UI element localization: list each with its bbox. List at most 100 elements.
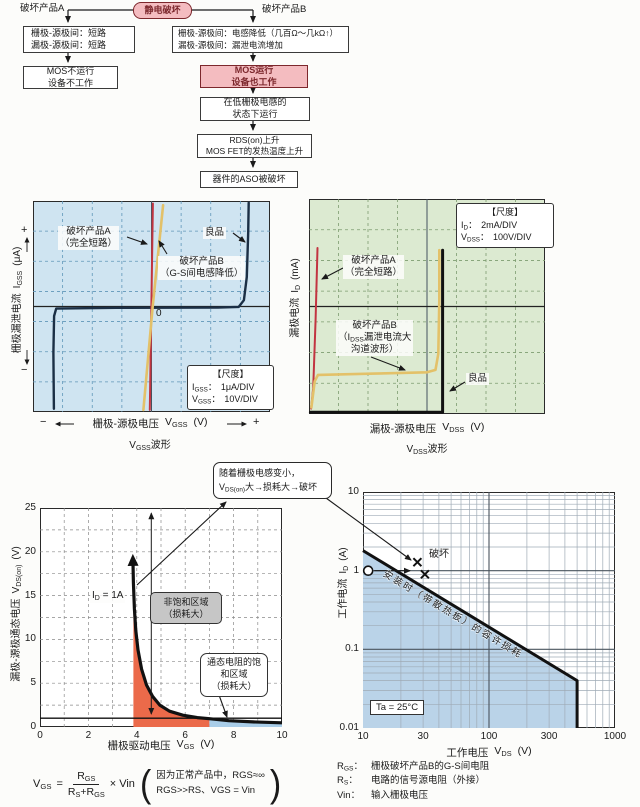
dss-scale-box: 【尺度】 ID： 2mA/DIV VDSS： 100V/DIV xyxy=(456,203,554,249)
gss-label-product-b-l2: （G-S间电感降低） xyxy=(160,267,244,279)
formula-note1: 因为正常产品中，RGS≈∞ xyxy=(156,770,265,782)
box-a1: 栅极-源极间：短路 漏极-源极间：短路 xyxy=(23,26,135,53)
saturation-l3: （损耗大） xyxy=(211,680,257,691)
gss-y-axis-label: 栅极漏泄电流IGSS(μA) xyxy=(12,246,24,354)
gss-zero-label: 0 xyxy=(156,308,162,319)
dss-x-axis-label: 漏极-源极电压 VDSS (V) xyxy=(369,421,485,435)
saturation-label-box: 通态电阻的饱 和区域 （损耗大） xyxy=(200,653,268,697)
dss-label-product-b-l2: （IDSS漏泄电流大 xyxy=(338,331,412,344)
box-b4-line1: RDS(on)上升 xyxy=(229,134,280,145)
box-b4-line2: MOS FET的发热温度上升 xyxy=(205,146,304,156)
tick-label: 100 xyxy=(480,731,498,742)
tick-label: 30 xyxy=(417,731,429,742)
saturation-l2: 和区域 xyxy=(220,669,248,680)
dss-y-axis-label: 漏极电流ID(mA) xyxy=(290,258,302,338)
dss-label-product-b-l1: 破坏产品B xyxy=(352,320,397,331)
id-1a-label: ID = 1A xyxy=(90,590,126,603)
gss-x-axis-label: 栅极-源极电压 VGSS (V) xyxy=(92,416,208,430)
soa-plot-area xyxy=(363,492,615,728)
tick-label: 10 xyxy=(276,730,288,741)
callout-line1: 随着栅极电感变小， xyxy=(219,468,301,478)
scale-title: 【尺度】 xyxy=(486,207,523,217)
branch-a-label: 破坏产品A xyxy=(20,3,65,14)
box-b2-line2: 设备也工作 xyxy=(231,76,277,87)
box-b3: 在低栅极电感的 状态下运行 xyxy=(200,97,310,121)
dss-label-product-a-l1: 破坏产品A xyxy=(351,255,396,266)
non-saturation-l1: 非饱和区域 xyxy=(163,596,209,607)
symbol-legend: RGS： 栅极破坏产品B的G-S间电阻 RS： 电路的信号源电阻（外接） Vin… xyxy=(337,760,489,803)
tick-label: 25 xyxy=(24,502,36,513)
soa-x-axis-label: 工作电压 VDS (V) xyxy=(446,745,532,759)
dss-label-good: 良品 xyxy=(466,373,490,385)
box-b2-line1: MOS运行 xyxy=(234,64,274,75)
tick-label: 0 xyxy=(37,730,43,741)
tick-label: 2 xyxy=(85,730,92,741)
box-a1-line2: 漏极-源极间：短路 xyxy=(31,39,106,50)
scale-row: ID： 2mA/DIV xyxy=(461,219,518,232)
dss-caption: VDSS波形 xyxy=(406,444,448,456)
box-a2-line2: 设备不工作 xyxy=(47,77,93,88)
gss-label-product-a-l1: 破坏产品A xyxy=(66,226,111,237)
legend-row: RGS： 栅极破坏产品B的G-S间电阻 xyxy=(337,761,490,773)
formula-fraction: RGS RS+RGS xyxy=(67,769,105,799)
gss-label-product-a: 破坏产品A （完全短路） xyxy=(58,226,120,250)
close-paren: ) xyxy=(269,762,282,806)
tick-label: 20 xyxy=(24,545,36,557)
gss-label-product-b: 破坏产品B （G-S间电感降低） xyxy=(158,256,246,280)
box-a1-line1: 栅极-源极间：短路 xyxy=(31,27,106,38)
formula-times: × Vin xyxy=(109,778,135,790)
box-b5: 器件的ASO被破坏 xyxy=(200,171,298,188)
box-a2: MOS不运行 设备不工作 xyxy=(23,66,118,89)
soa-y-axis-label: 工作电流ID(A) xyxy=(338,547,350,619)
dss-label-product-a: 破坏产品A （完全短路） xyxy=(343,255,405,279)
scale-row: IGSS： 1μA/DIV xyxy=(192,381,255,394)
box-b3-line1: 在低栅极电感的 xyxy=(223,97,287,108)
scale-title: 【尺度】 xyxy=(212,369,249,379)
gss-x-minus: − xyxy=(40,416,47,428)
vdson-y-axis-label: 漏极-源极通态电压VDS(on)(V) xyxy=(11,546,23,682)
gss-label-good: 良品 xyxy=(203,227,227,239)
tick-label: 0.01 xyxy=(339,722,359,733)
vdson-x-axis-label: 栅极驱动电压 VGS (V) xyxy=(107,738,215,752)
gss-caption: VGSS波形 xyxy=(129,440,171,452)
non-saturation-l2: （损耗大） xyxy=(163,609,209,619)
ta-label: Ta = 25°C xyxy=(376,702,419,713)
formula-lhs: VGS xyxy=(33,777,52,791)
scale-row: VGSS： 10V/DIV xyxy=(192,394,258,407)
tick-label: 5 xyxy=(30,677,36,689)
tick-label: 0 xyxy=(30,721,36,732)
gss-y-plus: + xyxy=(21,224,28,236)
formula-notes: 因为正常产品中，RGS≈∞ RGS>>RS、VGS = Vin xyxy=(156,769,265,798)
tick-label: 1000 xyxy=(603,731,627,742)
tick-label: 300 xyxy=(540,731,558,742)
formula-eq: = xyxy=(56,778,63,790)
legend-row: Vin： 输入栅极电压 xyxy=(337,789,429,801)
gss-scale-box: 【尺度】 IGSS： 1μA/DIV VGSS： 10V/DIV xyxy=(187,365,274,411)
dss-label-product-b-l3: 沟道波形） xyxy=(350,344,399,356)
box-a2-line1: MOS不运行 xyxy=(46,65,95,76)
tick-label: 8 xyxy=(230,730,237,741)
tick-label: 15 xyxy=(24,589,36,601)
box-b3-line2: 状态下运行 xyxy=(232,109,278,119)
tick-label: 10 xyxy=(24,633,36,645)
flowchart-root-box: 静电破坏 xyxy=(133,2,192,19)
tick-label: 1 xyxy=(353,564,359,576)
box-b1-line1: 栅极-源极间：电感降低（几百Ω～几kΩ↑） xyxy=(178,28,339,39)
box-b1: 栅极-源极间：电感降低（几百Ω～几kΩ↑） 漏极-源极间：漏泄电流增加 xyxy=(172,26,349,53)
tick-label: 0.1 xyxy=(345,643,359,655)
box-b4: RDS(on)上升 MOS FET的发热温度上升 xyxy=(197,134,312,158)
legend-row: RS： 电路的信号源电阻（外接） xyxy=(337,775,486,787)
tick-label: 4 xyxy=(134,730,140,741)
branch-b-label: 破坏产品B xyxy=(262,4,307,15)
flowchart-root-label: 静电破坏 xyxy=(144,4,181,15)
non-saturation-label-box: 非饱和区域 （损耗大） xyxy=(150,592,222,624)
box-b1-line2: 漏极-源极间：漏泄电流增加 xyxy=(178,39,283,50)
callout-line2: VDS(on)大→损耗大→破坏 xyxy=(219,481,317,494)
gss-y-minus: − xyxy=(21,364,28,376)
dss-label-product-a-l2: （完全短路） xyxy=(345,266,403,278)
tick-label: 10 xyxy=(357,731,369,742)
box-b2: MOS运行 设备也工作 xyxy=(200,65,308,88)
formula-note2: RGS>>RS、VGS = Vin xyxy=(156,785,256,796)
vgs-formula: VGS = RGS RS+RGS × Vin ( 因为正常产品中，RGS≈∞ R… xyxy=(33,762,281,806)
ta-label-box: Ta = 25°C xyxy=(370,700,425,715)
